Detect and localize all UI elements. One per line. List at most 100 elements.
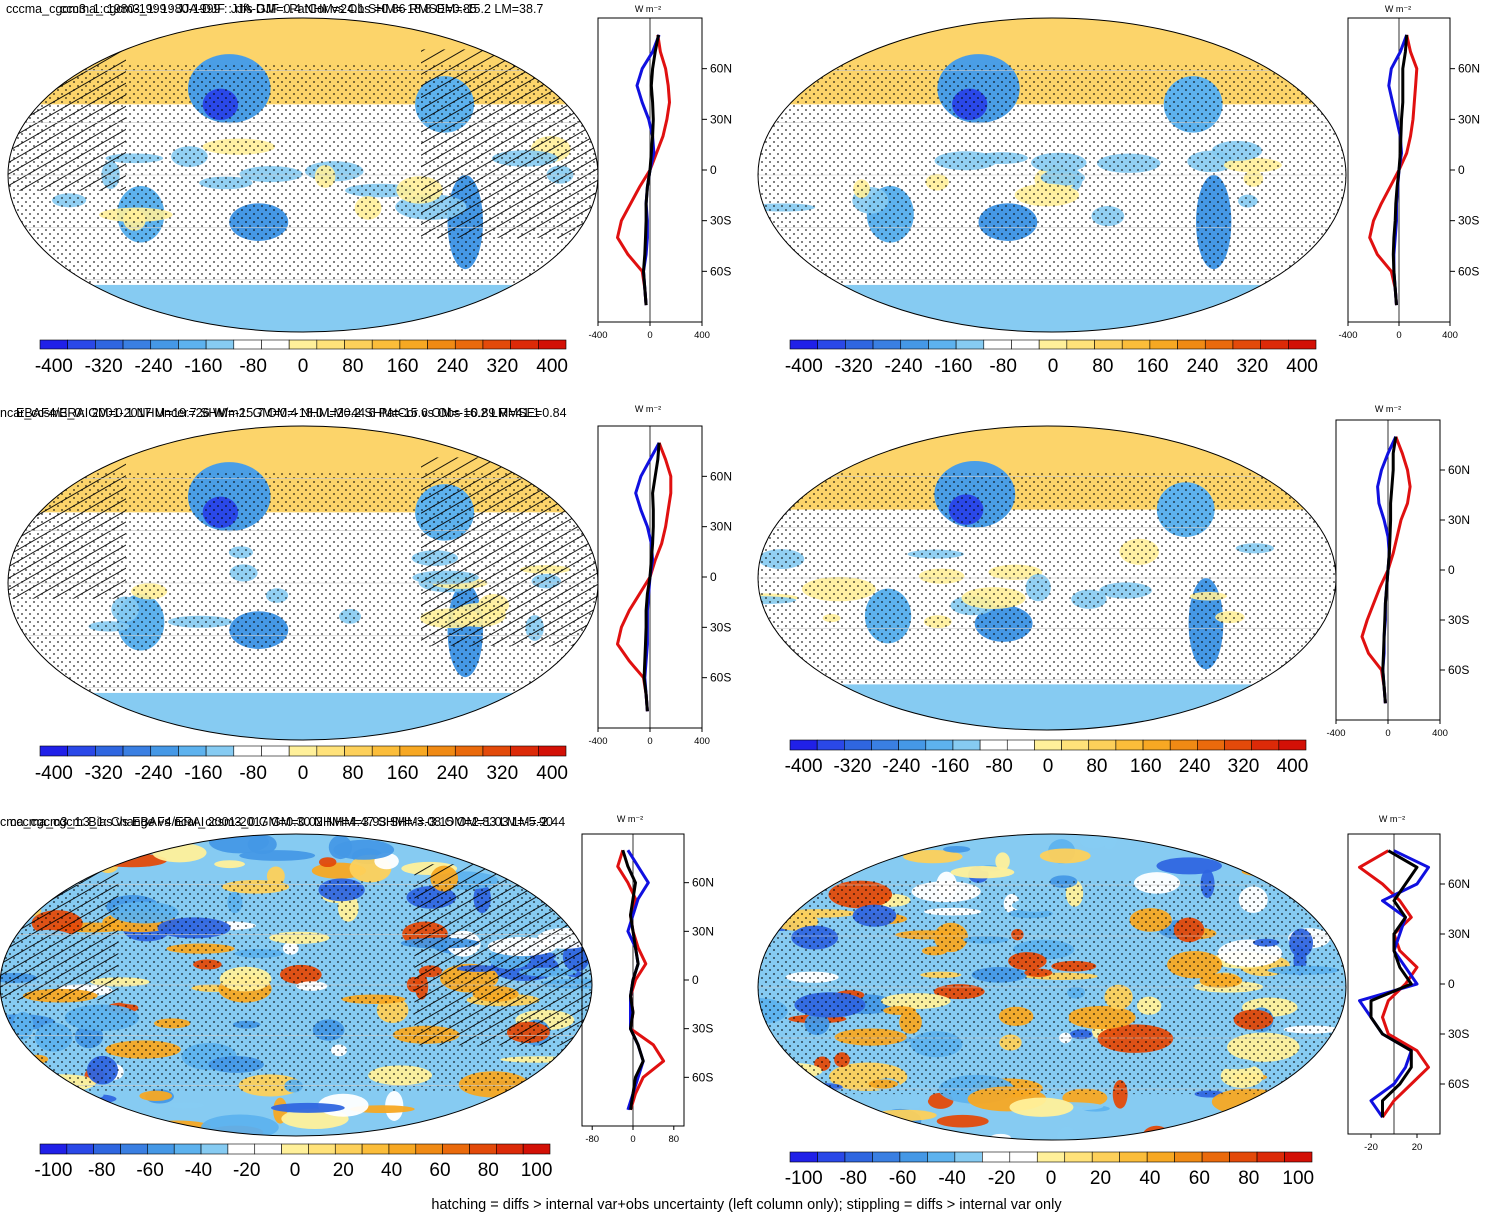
panel-d — [747, 403, 1493, 803]
zonal-xtick-label: 400 — [1432, 728, 1448, 739]
field-blob — [995, 852, 1010, 871]
lat-tick-label: 60S — [1448, 663, 1469, 677]
lat-tick-label: 60S — [1448, 1077, 1469, 1091]
colorbar-tick-label: -240 — [884, 356, 922, 377]
colorbar-tick-label: -80 — [239, 356, 266, 377]
zonal-xtick-label: 0 — [647, 736, 652, 747]
zonal-xtick-label: 400 — [694, 736, 710, 747]
colorbar-tick-label: 0 — [1048, 356, 1059, 377]
field-blob — [936, 1114, 989, 1128]
colorbar-tick-label: 400 — [1277, 756, 1309, 777]
lat-tick-label: 0 — [1448, 977, 1455, 991]
colorbar-tick-label: 240 — [1179, 756, 1211, 777]
colorbar-tick-label: 240 — [1187, 356, 1219, 377]
zonal-xtick-label: -400 — [588, 330, 607, 341]
colorbar-tick-label: 400 — [536, 356, 568, 377]
lat-tick-label: 0 — [710, 163, 717, 177]
zonal-xtick-label: 80 — [669, 1134, 680, 1145]
zonal-series-other — [642, 442, 661, 712]
colorbar-tick-label: 0 — [1046, 1168, 1057, 1189]
figure-footnote: hatching = diffs > internal var+obs unce… — [431, 1197, 1062, 1213]
colorbar-tick-label: 160 — [1130, 756, 1162, 777]
lat-tick-label: 30S — [710, 620, 731, 634]
colorbar-tick-label: 160 — [1137, 356, 1169, 377]
field-blob — [1039, 848, 1091, 864]
colorbar-tick-label: -400 — [785, 356, 823, 377]
colorbar-tick-label: 100 — [521, 1160, 553, 1181]
panel-title: EBAF4/ERAI 2001-2017 Uncer=26 W/m2: GM=0… — [16, 406, 540, 420]
colorbar-tick-label: 60 — [1189, 1168, 1210, 1189]
colorbar-tick-label: 40 — [1139, 1168, 1160, 1189]
zonal-xtick-label: -400 — [588, 736, 607, 747]
colorbar-tick-label: 400 — [536, 763, 568, 784]
panel-b-graphics: cccma_cgcm3_1: 1980-1999 : JJA-DJF : Pat… — [60, 2, 1480, 377]
colorbar-tick-label: -240 — [134, 763, 172, 784]
field-blob — [903, 850, 963, 864]
lat-tick-label: 30S — [1458, 214, 1479, 228]
colorbar-tick-label: -60 — [136, 1160, 163, 1181]
colorbar-tick-label: -320 — [85, 763, 123, 784]
zonal-series-other — [642, 34, 660, 306]
colorbar-tick-label: -80 — [239, 763, 266, 784]
colorbar-tick-label: 320 — [1228, 756, 1260, 777]
field-blob — [168, 1102, 205, 1109]
colorbar-tick-label: -160 — [934, 356, 972, 377]
lat-tick-label: 0 — [710, 570, 717, 584]
field-blob — [333, 839, 395, 860]
colorbar-tick-label: -320 — [85, 356, 123, 377]
colorbar-tick-label: 160 — [387, 763, 419, 784]
colorbar-tick-label: -80 — [985, 756, 1012, 777]
lat-tick-label: 30N — [1458, 112, 1480, 126]
zonal-unit-label: W m⁻² — [635, 4, 661, 14]
colorbar-tick-label: -320 — [833, 756, 871, 777]
colorbar-tick-label: -80 — [989, 356, 1016, 377]
map-outline — [0, 833, 593, 1137]
zonal-unit-label: W m⁻² — [617, 814, 643, 824]
colorbar-tick-label: 100 — [1282, 1168, 1314, 1189]
field-blob — [950, 866, 1015, 879]
colorbar-tick-label: 80 — [342, 356, 363, 377]
colorbar-tick-label: -400 — [35, 356, 73, 377]
map-field — [758, 834, 1346, 1140]
field-blob — [1056, 1126, 1077, 1140]
colorbar-swatch — [522, 1143, 551, 1155]
panel-a — [0, 0, 747, 400]
field-blob — [1156, 857, 1222, 875]
colorbar-tick-label: 320 — [486, 356, 518, 377]
colorbar-tick-label: 240 — [437, 356, 469, 377]
panel-title: ncar_ccsm3_0: GM=0.1 NHM=19.7 SHM=-15.7 … — [0, 406, 567, 420]
lat-tick-label: 30N — [710, 520, 732, 534]
lat-tick-label: 60N — [1458, 62, 1480, 76]
colorbar-tick-label: -40 — [185, 1160, 212, 1181]
zonal-xtick-label: 0 — [647, 330, 652, 341]
panel-title: cma_cgcm3_1: Bias vs EBAF4/ERAI 2001-201… — [0, 815, 565, 829]
colorbar-tick-label: 80 — [342, 763, 363, 784]
colorbar-tick-label: -20 — [988, 1168, 1015, 1189]
zonal-unit-label: W m⁻² — [1375, 404, 1401, 414]
colorbar-swatch — [538, 339, 567, 350]
field-blob — [1079, 834, 1107, 849]
panel-f — [747, 810, 1493, 1195]
map-outline — [757, 833, 1347, 1141]
colorbar-tick-label: -400 — [35, 763, 73, 784]
zonal-series-other — [1369, 849, 1419, 1118]
colorbar-tick-label: -60 — [889, 1168, 916, 1189]
zonal-xtick-label: 0 — [1396, 330, 1401, 341]
map-field — [758, 18, 1346, 332]
field-blob — [942, 845, 971, 853]
colorbar-tick-label: -160 — [184, 356, 222, 377]
colorbar-tick-label: -20 — [233, 1160, 260, 1181]
panel-title: cccma_cgcm3_1: Change vs ncar_ccsm3_0 GM… — [10, 815, 553, 829]
lat-tick-label: 30N — [1448, 513, 1470, 527]
colorbar-tick-label: 240 — [437, 763, 469, 784]
colorbar-tick-label: 0 — [1043, 756, 1054, 777]
lat-tick-label: 60N — [692, 876, 714, 890]
colorbar-tick-label: -160 — [184, 763, 222, 784]
map-outline — [757, 17, 1347, 333]
colorbar-tick-label: 0 — [298, 356, 309, 377]
colorbar-tick-label: 80 — [1086, 756, 1107, 777]
lat-tick-label: 60S — [692, 1070, 713, 1084]
field-blob — [319, 857, 337, 868]
lat-tick-label: 60N — [1448, 463, 1470, 477]
